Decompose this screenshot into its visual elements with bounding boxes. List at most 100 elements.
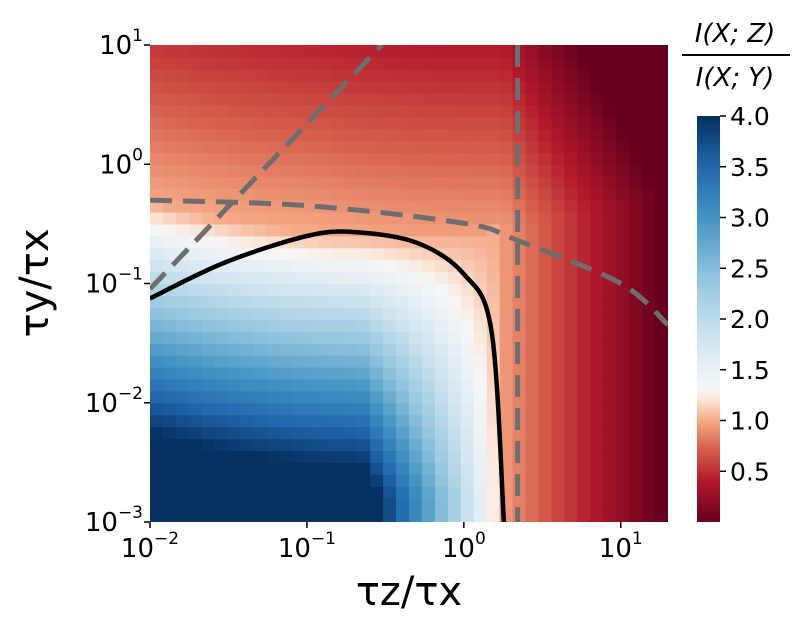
heatmap-cell [538,331,553,344]
heatmap-cell [642,331,656,344]
heatmap-cell [162,510,177,522]
heatmap-cell [499,402,514,416]
heatmap-cell [434,45,449,58]
heatmap-cell [201,474,216,487]
heatmap-cell [642,378,656,392]
heatmap-cell [499,140,514,153]
heatmap-cell [421,68,436,82]
heatmap-cell [279,402,294,416]
heatmap-cell [188,366,203,380]
heatmap-cell [370,116,384,130]
heatmap-cell [214,355,229,368]
heatmap-cell [162,116,177,130]
heatmap-cell [642,116,656,130]
heatmap-cell [460,140,475,153]
heatmap-cell [240,164,255,177]
heatmap-cell [150,331,164,344]
heatmap-cell [629,414,643,428]
heatmap-cell [331,378,345,392]
heatmap-cell [551,235,565,249]
heatmap-cell [175,80,190,94]
heatmap-cell [447,426,462,440]
heatmap-cell [214,319,229,332]
heatmap-cell [421,331,436,344]
heatmap-cell [357,390,371,404]
heatmap-cell [253,140,268,153]
heatmap-cell [409,331,423,344]
heatmap-cell [357,366,371,380]
heatmap-cell [551,426,565,440]
heatmap-cell [525,116,540,130]
heatmap-cell [279,116,294,130]
heatmap-cell [214,366,229,380]
heatmap-cell [616,92,630,106]
heatmap-cell [279,223,294,237]
heatmap-cell [266,164,281,177]
heatmap-cell [603,235,617,249]
heatmap-cell [318,164,332,177]
heatmap-cell [162,200,177,213]
heatmap-cell [409,80,423,94]
heatmap-cell [409,140,423,153]
heatmap-cell [162,462,177,475]
heatmap-cell [447,128,462,142]
heatmap-cell [266,188,281,201]
heatmap-cell [486,235,501,249]
heatmap-cell [486,450,501,463]
heatmap-cell [629,402,643,416]
heatmap-cell [318,140,332,153]
heatmap-cell [525,486,540,499]
heatmap-cell [396,188,410,201]
heatmap-cell [629,56,643,70]
heatmap-cell [266,414,281,428]
heatmap-cell [499,211,514,225]
heatmap-cell [616,343,630,356]
heatmap-cell [240,45,255,58]
heatmap-cell [175,462,190,475]
heatmap-cell [590,211,604,225]
heatmap-cell [486,486,501,499]
heatmap-cell [499,319,514,332]
heatmap-cell [409,402,423,416]
heatmap-cell [214,402,229,416]
heatmap-cell [201,414,216,428]
heatmap-cell [655,45,668,58]
heatmap-cell [266,271,281,285]
heatmap-cell [292,247,306,261]
heatmap-cell [460,80,475,94]
heatmap-cell [305,80,319,94]
heatmap-cell [370,390,384,404]
heatmap-cell [409,462,423,475]
heatmap-cell [486,247,501,261]
heatmap-cell [240,80,255,94]
heatmap-cell [421,152,436,165]
heatmap-cell [370,378,384,392]
heatmap-cell [214,92,229,106]
heatmap-cell [434,355,449,368]
heatmap-cell [162,402,177,416]
heatmap-cell [150,235,164,249]
heatmap-cell [525,402,540,416]
heatmap-cell [525,271,540,285]
heatmap-cell [629,164,643,177]
heatmap-cell [279,271,294,285]
heatmap-cell [642,462,656,475]
heatmap-cell [253,414,268,428]
heatmap-cell [266,295,281,308]
heatmap-cell [370,92,384,106]
heatmap-cell [538,378,553,392]
heatmap-cell [538,176,553,189]
heatmap-cell [642,271,656,285]
heatmap-cell [383,343,397,356]
heatmap-cell [486,271,501,285]
heatmap-cell [629,390,643,404]
heatmap-cell [473,474,488,487]
heatmap-cell [538,116,553,130]
heatmap-cell [409,295,423,308]
heatmap-cell [331,414,345,428]
heatmap-cell [305,56,319,70]
heatmap-cell [655,200,668,213]
heatmap-cell [409,510,423,522]
heatmap-cell [188,283,203,297]
heatmap-cell [357,128,371,142]
